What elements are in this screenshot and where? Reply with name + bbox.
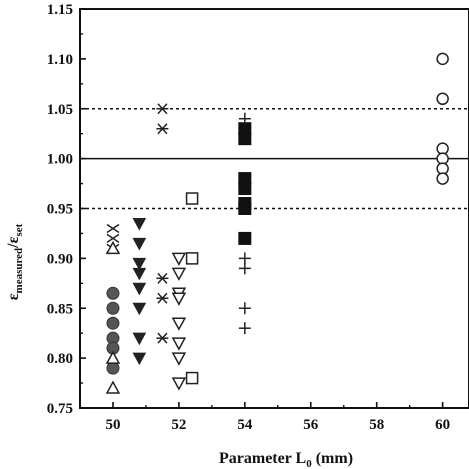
x-tick-label: 50 xyxy=(105,417,120,433)
y-tick-label: 0.85 xyxy=(47,301,73,317)
y-axis-ticks: 0.75 0.80 0.85 0.90 0.95 1.00 1.05 1.10 1.15 xyxy=(47,2,86,417)
y-axis-title-slash: / xyxy=(5,243,22,249)
x-axis-title-unit: (mm) xyxy=(312,450,353,467)
data-points xyxy=(105,52,449,394)
data-point-filled-circle xyxy=(106,361,120,375)
data-point-open-triangle-up xyxy=(105,240,121,255)
x-tick-label: 54 xyxy=(237,417,253,433)
x-tick-label: 52 xyxy=(171,417,186,433)
data-point-filled-triangle-down xyxy=(132,302,147,316)
y-axis-title-sub-set: set xyxy=(13,223,25,236)
data-point-asterisk xyxy=(156,103,169,115)
y-axis-title: εmeasured/εset xyxy=(5,223,25,300)
data-point-open-triangle-down xyxy=(171,337,187,351)
data-point-open-triangle-down xyxy=(171,292,187,306)
data-point-open-triangle-down xyxy=(171,317,187,331)
data-point-filled-triangle-down xyxy=(132,332,147,346)
data-point-filled-triangle-down xyxy=(132,267,147,281)
data-point-open-triangle-down xyxy=(171,352,187,366)
y-tick-label: 0.75 xyxy=(47,401,73,417)
data-point-open-circle xyxy=(436,92,449,106)
data-point-x-cross xyxy=(106,223,120,234)
data-point-filled-triangle-down xyxy=(132,352,147,366)
data-point-asterisk xyxy=(156,123,169,135)
data-point-filled-circle xyxy=(106,286,120,300)
data-point-x-cross xyxy=(106,233,120,244)
data-point-filled-triangle-down xyxy=(132,217,147,231)
data-point-open-square xyxy=(185,192,199,205)
data-point-open-square xyxy=(185,371,199,385)
x-tick-label: 58 xyxy=(369,417,384,433)
data-point-open-circle xyxy=(436,52,449,66)
y-tick-label: 1.15 xyxy=(47,2,73,18)
x-tick-label: 56 xyxy=(303,417,319,433)
data-point-plus xyxy=(238,112,251,125)
data-point-filled-triangle-down xyxy=(132,282,147,296)
data-point-open-square xyxy=(185,252,199,265)
data-point-filled-square xyxy=(238,132,252,146)
data-point-filled-triangle-down xyxy=(132,237,147,251)
data-point-filled-circle xyxy=(106,301,120,315)
data-point-filled-square xyxy=(238,202,252,215)
y-tick-label: 0.95 xyxy=(47,202,73,218)
x-axis-ticks: 50 52 54 56 58 60 xyxy=(105,402,450,433)
y-tick-label: 0.90 xyxy=(47,251,73,267)
data-point-filled-square xyxy=(238,231,252,245)
data-point-filled-circle xyxy=(106,316,120,330)
data-point-plus xyxy=(238,262,251,275)
data-point-open-triangle-down xyxy=(171,252,187,266)
reference-lines xyxy=(80,107,469,210)
y-tick-label: 1.00 xyxy=(47,152,73,168)
data-point-open-triangle-up xyxy=(105,380,121,394)
data-point-filled-square xyxy=(238,182,252,196)
data-point-open-triangle-down xyxy=(171,267,187,281)
x-tick-label: 60 xyxy=(435,417,450,433)
data-point-open-triangle-down xyxy=(171,377,187,391)
data-point-asterisk xyxy=(156,292,169,304)
y-axis-title-sub-measured: measured xyxy=(13,248,25,294)
data-point-plus xyxy=(238,302,251,315)
x-axis-title-main: Parameter L xyxy=(219,450,306,467)
data-point-plus xyxy=(238,322,251,335)
y-tick-label: 1.10 xyxy=(47,52,73,68)
data-point-asterisk xyxy=(156,272,169,284)
data-point-asterisk xyxy=(156,332,169,344)
data-point-open-circle xyxy=(436,172,449,185)
y-tick-label: 1.05 xyxy=(47,102,73,118)
y-axis-title-epsilon-2: ε xyxy=(5,236,22,243)
data-point-filled-triangle-down xyxy=(132,257,147,271)
y-axis-title-epsilon-1: ε xyxy=(5,293,22,300)
x-axis-title-subscript: 0 xyxy=(306,458,312,469)
y-tick-label: 0.80 xyxy=(47,351,73,367)
x-axis-title: Parameter L0 (mm) xyxy=(219,450,353,469)
data-point-open-triangle-up xyxy=(105,350,121,364)
